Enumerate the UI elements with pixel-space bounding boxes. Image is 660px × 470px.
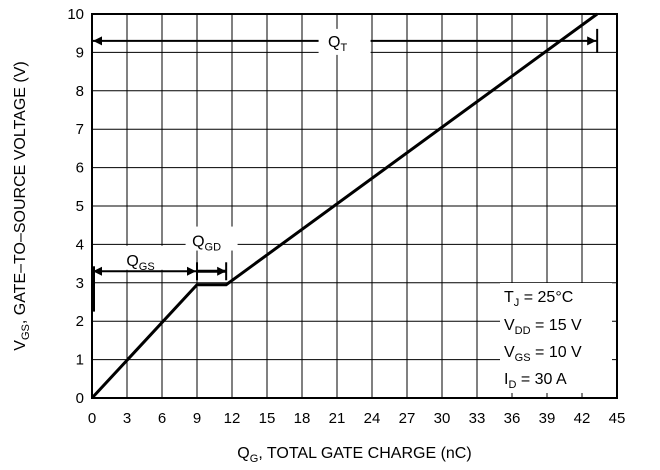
qt-label-sub: T (340, 42, 347, 54)
y-tick-label-10: 10 (67, 6, 84, 23)
qgs-arrow-head-right (187, 266, 196, 276)
x-tick-label-4: 12 (224, 410, 241, 427)
condition-3-main: I (504, 371, 508, 388)
conditions-box (500, 283, 612, 393)
condition-1-main: V (504, 317, 515, 334)
condition-1-rest: = 15 V (531, 317, 582, 334)
condition-2-main: V (504, 344, 515, 361)
qgd-label-main: Q (192, 234, 204, 251)
condition-0-main: T (504, 289, 514, 306)
x-tick-label-6: 18 (294, 410, 311, 427)
condition-2-rest: = 10 V (531, 344, 582, 361)
x-tick-label-2: 6 (158, 410, 166, 427)
condition-1: VDD = 15 V (504, 317, 582, 337)
y-tick-label-6: 6 (76, 160, 84, 177)
condition-3-sub: D (508, 379, 516, 391)
x-tick-label-10: 30 (434, 410, 451, 427)
x-tick-label-14: 42 (574, 410, 591, 427)
y-tick-labels: 0 1 2 3 4 5 6 7 8 9 10 (67, 6, 84, 407)
qt-label: QT (328, 34, 347, 54)
qgs-label-sub: GS (139, 261, 155, 273)
x-tick-label-5: 15 (259, 410, 276, 427)
y-tick-label-4: 4 (76, 236, 84, 253)
qgs-label: QGS (126, 253, 154, 273)
y-tick-label-1: 1 (76, 352, 84, 369)
series-line-0 (90, 12, 599, 400)
x-tick-labels: 0 3 6 9 12 15 18 21 24 27 30 33 36 39 42 45 (88, 410, 626, 427)
x-tick-label-7: 21 (329, 410, 346, 427)
y-axis-label-sub: GS (20, 324, 32, 340)
qt-label-main: Q (328, 34, 340, 51)
x-axis-label-sub: G (250, 453, 259, 465)
y-axis-label: VGS, GATE–TO–SOURCE VOLTAGE (V) (12, 61, 32, 350)
y-tick-label-3: 3 (76, 275, 84, 292)
x-tick-label-9: 27 (399, 410, 416, 427)
qgs-label-bg (110, 245, 179, 270)
condition-1-sub: DD (515, 325, 531, 337)
qt-arrow-head-left (93, 36, 102, 46)
y-axis-label-rest: , GATE–TO–SOURCE VOLTAGE (V) (12, 61, 29, 324)
qt-arrow-head-right (587, 36, 597, 46)
y-tick-label-9: 9 (76, 44, 84, 61)
condition-2-sub: GS (515, 352, 531, 364)
plot-frame (91, 13, 618, 399)
y-tick-label-5: 5 (76, 198, 84, 215)
x-axis-label-rest: , TOTAL GATE CHARGE (nC) (258, 445, 471, 462)
x-tick-label-12: 36 (504, 410, 521, 427)
y-tick-label-8: 8 (76, 83, 84, 100)
x-tick-label-3: 9 (193, 410, 201, 427)
condition-0-rest: = 25°C (519, 289, 573, 306)
qt-label-bg (318, 28, 371, 55)
series-group (90, 12, 599, 400)
qgs-label-main: Q (126, 253, 138, 270)
y-tick-label-7: 7 (76, 121, 84, 138)
condition-3: ID = 30 A (504, 371, 567, 391)
x-tick-label-8: 24 (364, 410, 381, 427)
x-axis-label: QG, TOTAL GATE CHARGE (nC) (237, 445, 471, 465)
qgd-label-bg (185, 226, 238, 251)
y-tick-label-0: 0 (76, 390, 84, 407)
qgs-arrow-head-left (93, 266, 102, 276)
x-tick-label-0: 0 (88, 410, 96, 427)
qgd-label-sub: GD (205, 242, 222, 254)
condition-0-sub: J (514, 297, 520, 309)
x-tick-label-13: 39 (539, 410, 556, 427)
condition-2: VGS = 10 V (504, 344, 582, 364)
qgd-label: QGD (192, 234, 221, 254)
y-tick-label-2: 2 (76, 313, 84, 330)
x-tick-label-1: 3 (123, 410, 131, 427)
x-tick-label-11: 33 (469, 410, 486, 427)
condition-3-rest: = 30 A (516, 371, 567, 388)
y-axis-label-main: V (12, 340, 29, 351)
x-tick-label-15: 45 (609, 410, 626, 427)
x-axis-label-main: Q (237, 445, 249, 462)
qgd-arrow-head (217, 266, 227, 276)
condition-0: TJ = 25°C (504, 289, 573, 309)
